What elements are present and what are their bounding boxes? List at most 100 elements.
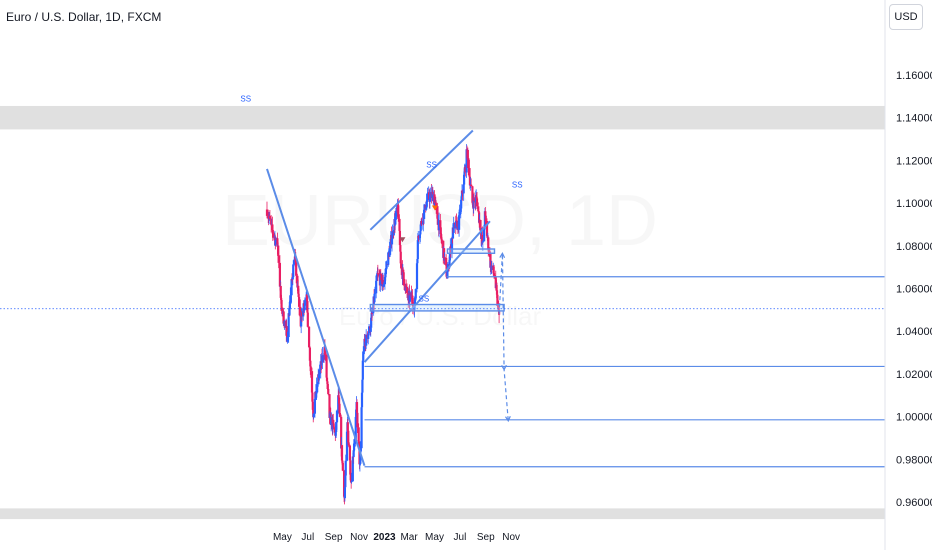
candle: [478, 219, 482, 232]
candle-body: [280, 297, 283, 300]
candle-body: [367, 334, 370, 339]
candle-body: [300, 312, 304, 317]
candle-body: [322, 355, 326, 357]
candle-body: [472, 198, 475, 209]
candle-body: [379, 273, 382, 275]
candle-body: [487, 237, 490, 250]
candle-body: [463, 171, 466, 175]
candle: [440, 236, 444, 249]
candle-body: [435, 203, 438, 207]
candle-body: [428, 195, 432, 202]
candle-body: [332, 423, 335, 427]
drawings[interactable]: SS SS SS SS: [0, 94, 885, 468]
currency-button[interactable]: USD: [889, 4, 923, 30]
candle: [363, 334, 366, 355]
candle-body: [272, 233, 276, 238]
candle: [443, 257, 447, 266]
candle-body: [334, 432, 337, 436]
candle: [461, 189, 464, 201]
candle-body: [305, 294, 309, 301]
candle: [270, 215, 273, 233]
candle-body: [319, 361, 322, 371]
candle: [344, 454, 347, 481]
candle-body: [310, 371, 314, 393]
candle-body: [341, 462, 344, 471]
candle-body: [415, 263, 419, 290]
candle-body: [495, 290, 499, 295]
candle-body: [285, 328, 289, 342]
candle-body: [383, 276, 387, 285]
trendline-0[interactable]: [266, 168, 366, 467]
candle: [318, 364, 321, 381]
candle: [347, 430, 350, 443]
candle-body: [265, 209, 269, 216]
candle-body: [286, 337, 289, 342]
candle-body: [291, 279, 294, 280]
candle-body: [478, 219, 482, 228]
candle-body: [490, 265, 493, 270]
candle-body: [325, 354, 328, 378]
candle-body: [360, 407, 363, 449]
candle-body: [306, 312, 309, 327]
candle-body: [465, 149, 468, 173]
candle-body: [402, 269, 405, 273]
trendline-1[interactable]: [363, 220, 491, 363]
candle: [402, 278, 406, 291]
candle-body: [279, 285, 282, 298]
candle-body: [343, 487, 347, 499]
trendline-2[interactable]: [369, 129, 474, 231]
candle-body: [350, 481, 353, 483]
x-tick-label: Jul: [454, 532, 467, 543]
candle: [308, 338, 311, 350]
zone-1: [0, 508, 885, 520]
candle-body: [455, 220, 458, 222]
candle-body: [446, 271, 449, 279]
projection-path[interactable]: [498, 253, 509, 421]
signal-marker-0: [399, 237, 406, 243]
candle: [484, 206, 487, 224]
candle-body: [287, 313, 290, 338]
candle: [335, 421, 338, 438]
candle-body: [357, 427, 360, 442]
candle-body: [355, 402, 359, 413]
candle-body: [395, 207, 398, 217]
candle-body: [338, 412, 342, 417]
candle: [335, 409, 339, 430]
candle-body: [303, 305, 306, 311]
candle-body: [425, 200, 429, 203]
candle: [277, 251, 280, 269]
zone-box-0[interactable]: [369, 303, 505, 312]
candle-body: [308, 347, 311, 348]
candle-body: [390, 239, 394, 245]
candle-body: [475, 196, 478, 199]
candle-body: [442, 248, 446, 261]
time-axis[interactable]: May Jul Sep Nov 2023 Mar May Jul Sep Nov: [273, 532, 520, 543]
candle: [480, 219, 483, 247]
candle-body: [370, 317, 373, 328]
candle-body: [328, 394, 331, 418]
candle-body: [303, 303, 307, 306]
zone-box-1[interactable]: [446, 248, 496, 254]
candle-body: [475, 198, 479, 207]
candle-body: [354, 416, 357, 440]
candle: [388, 241, 391, 257]
candle: [429, 187, 432, 196]
candle: [376, 267, 379, 277]
candle-body: [384, 268, 387, 273]
price-axis[interactable]: 0.96000 0.98000 1.00000 1.02000 1.04000 1.060…: [896, 70, 932, 509]
candle-body: [309, 366, 312, 372]
candle-body: [297, 297, 301, 307]
y-tick-label: 1.00000: [896, 412, 932, 424]
candle-body: [311, 392, 314, 402]
candle-body: [347, 430, 350, 443]
candle-body: [344, 475, 347, 488]
candle: [420, 217, 423, 227]
candle-body: [315, 393, 318, 398]
candle: [278, 255, 282, 291]
candle-body: [352, 443, 356, 451]
candle: [440, 229, 443, 244]
candle: [391, 224, 394, 240]
candle-body: [332, 426, 336, 428]
candle: [382, 281, 385, 288]
